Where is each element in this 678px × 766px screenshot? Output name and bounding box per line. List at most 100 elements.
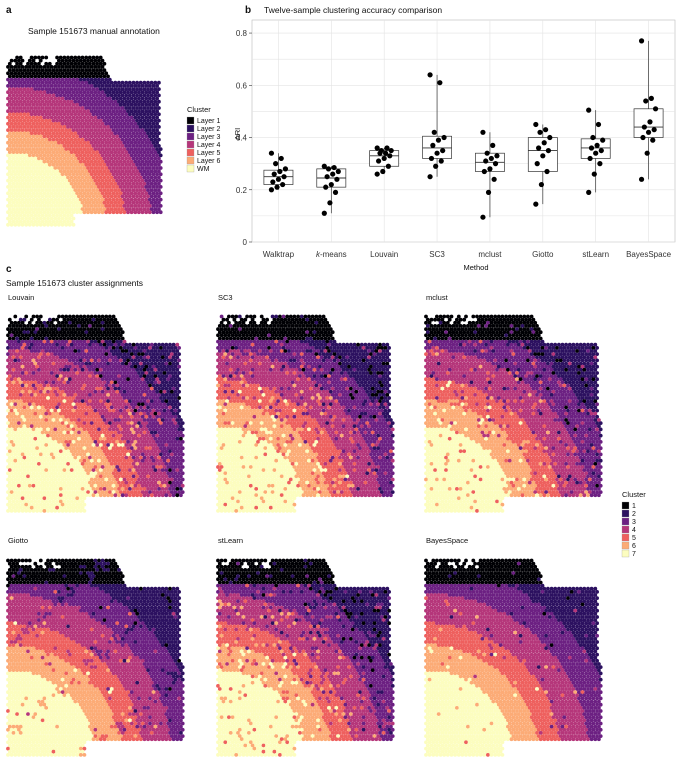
- tissue-spot: [162, 377, 167, 382]
- tissue-spot: [78, 509, 83, 513]
- tissue-spot: [100, 109, 105, 114]
- tissue-spot: [33, 468, 38, 472]
- tissue-spot: [11, 80, 16, 85]
- tissue-spot: [104, 166, 109, 170]
- tissue-spot: [139, 405, 143, 410]
- tissue-spot: [53, 109, 58, 114]
- tissue-spot: [75, 84, 79, 88]
- tissue-spot: [124, 150, 129, 155]
- data-point: [331, 164, 337, 171]
- tissue-spot: [129, 414, 134, 419]
- tissue-spot: [40, 125, 45, 129]
- tissue-spot: [175, 443, 180, 447]
- tissue-spot: [31, 458, 36, 463]
- tissue-spot: [133, 477, 138, 482]
- tissue-spot: [11, 131, 16, 136]
- tissue-spot: [138, 125, 143, 129]
- tissue-spot: [15, 405, 19, 410]
- tissue-spot: [173, 477, 178, 482]
- tissue-spot: [104, 452, 109, 457]
- tissue-spot: [135, 106, 140, 110]
- tissue-spot: [146, 156, 150, 161]
- map-title-giotto: Giotto: [8, 536, 28, 545]
- tissue-spot: [69, 87, 74, 91]
- tissue-spot: [53, 352, 58, 356]
- tissue-spot: [42, 71, 47, 76]
- tissue-spot: [168, 367, 172, 372]
- tissue-spot: [84, 125, 89, 129]
- tissue-spot: [89, 358, 94, 363]
- tissue-spot: [20, 102, 25, 107]
- tissue-spot: [95, 61, 99, 66]
- tissue-spot: [140, 90, 145, 95]
- tissue-spot: [55, 324, 59, 328]
- tissue-spot: [11, 505, 16, 510]
- tissue-spot: [146, 87, 150, 91]
- tissue-spot: [71, 140, 76, 145]
- tissue-spot: [171, 443, 176, 447]
- tissue-spot: [157, 424, 162, 429]
- tissue-spot: [102, 68, 107, 72]
- tissue-spot: [149, 93, 154, 98]
- tissue-spot: [91, 194, 96, 199]
- tissue-spot: [35, 210, 39, 215]
- tissue-spot: [124, 194, 129, 199]
- tissue-spot: [73, 80, 78, 85]
- tissue-spot: [144, 433, 149, 438]
- tissue-spot: [35, 115, 39, 120]
- tissue-spot: [40, 112, 45, 117]
- tissue-spot: [137, 134, 141, 139]
- tissue-spot: [15, 55, 19, 60]
- tissue-spot: [33, 112, 38, 117]
- tissue-spot: [120, 194, 125, 199]
- tissue-spot: [144, 185, 149, 189]
- data-point: [330, 171, 336, 177]
- tissue-spot: [89, 178, 94, 183]
- tissue-spot: [80, 367, 85, 372]
- tissue-spot: [80, 156, 85, 161]
- tissue-spot: [75, 452, 80, 457]
- tissue-spot: [64, 115, 69, 120]
- tissue-spot: [98, 99, 103, 104]
- tissue-spot: [78, 102, 83, 107]
- tissue-spot: [62, 150, 67, 155]
- tissue-spot: [120, 125, 125, 129]
- tissue-spot: [122, 458, 127, 463]
- tissue-spot: [27, 414, 32, 419]
- tissue-spot: [31, 333, 36, 338]
- tissue-spot: [173, 452, 178, 457]
- tissue-spot: [22, 386, 27, 391]
- tissue-spot: [78, 90, 83, 95]
- tissue-spot: [24, 185, 29, 189]
- tissue-spot: [140, 377, 145, 382]
- tissue-spot: [111, 172, 116, 177]
- tissue-spot: [131, 162, 136, 167]
- tissue-spot: [78, 458, 83, 463]
- tissue-spot: [9, 65, 14, 69]
- tissue-spot: [78, 396, 83, 400]
- tissue-spot: [18, 487, 23, 491]
- tissue-spot: [38, 84, 43, 88]
- tissue-spot: [31, 134, 36, 139]
- tissue-spot: [126, 377, 130, 382]
- tissue-spot: [38, 314, 43, 319]
- tissue-spot: [13, 140, 18, 145]
- tissue-spot: [131, 194, 136, 199]
- tissue-spot: [135, 80, 140, 85]
- tissue-spot: [22, 405, 27, 410]
- tissue-spot: [129, 140, 134, 145]
- tissue-spot: [144, 204, 149, 208]
- tissue-spot: [37, 188, 41, 193]
- tissue-spot: [173, 396, 178, 400]
- tissue-spot: [104, 109, 109, 114]
- tissue-spot: [108, 333, 112, 338]
- tissue-spot: [135, 87, 140, 91]
- tissue-spot: [71, 509, 76, 513]
- tissue-spot: [73, 505, 78, 510]
- tissue-spot: [120, 468, 125, 472]
- tissue-spot: [82, 153, 87, 158]
- tissue-spot: [13, 77, 18, 82]
- tissue-spot: [13, 109, 18, 114]
- tissue-spot: [60, 65, 65, 69]
- tissue-spot: [40, 55, 45, 60]
